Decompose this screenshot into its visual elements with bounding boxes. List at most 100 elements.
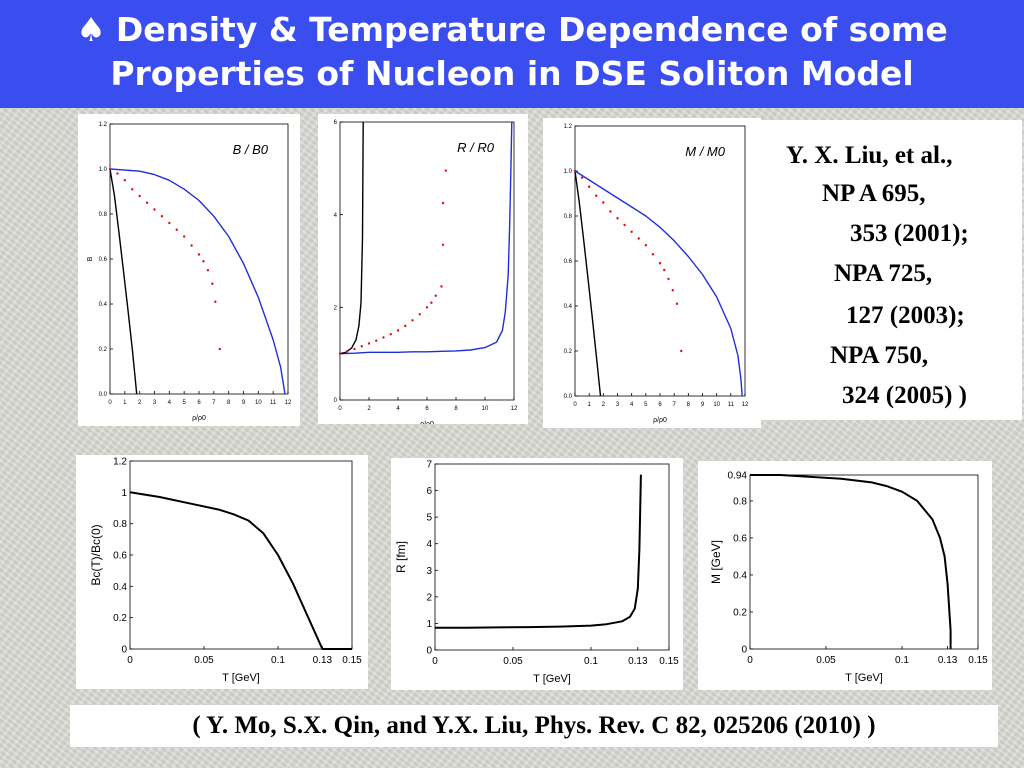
y-tick-label: 1.2 xyxy=(564,124,573,130)
plot-panel-m-temperature: 0 0.05 0.1 0.13 0.15 0 0.2 0.4 0.6 0.8 0.94 T [GeV]… xyxy=(698,461,992,690)
y-tick-label: 0.8 xyxy=(113,519,127,530)
y-tick-label: 7 xyxy=(426,460,432,471)
y-tick-label: 0 xyxy=(334,398,338,404)
x-tick-label: 7 xyxy=(672,402,676,408)
data-point-red xyxy=(404,324,407,328)
x-tick-label: 0 xyxy=(127,655,133,666)
x-tick-label: 8 xyxy=(227,400,231,406)
data-point-red xyxy=(675,302,679,305)
reference-line: NPA 750, xyxy=(830,342,929,369)
x-tick-label: 0.15 xyxy=(968,655,988,666)
citation-box: ( Y. Mo, S.X. Qin, and Y.X. Liu, Phys. R… xyxy=(70,705,998,747)
y-tick-label: 0.0 xyxy=(564,394,573,400)
data-point-red xyxy=(197,253,201,256)
x-tick-label: 0.1 xyxy=(895,655,909,666)
data-point-red xyxy=(389,333,392,336)
x-tick-label: 10 xyxy=(255,400,262,406)
title-line-2: Properties of Nucleon in DSE Soliton Mod… xyxy=(110,54,914,93)
x-tick-label: 8 xyxy=(454,406,458,412)
data-point-red xyxy=(623,223,626,227)
x-tick-label: 5 xyxy=(182,400,186,406)
data-point-red xyxy=(160,215,164,218)
data-point-red xyxy=(644,244,648,247)
x-axis-label: T [GeV] xyxy=(533,673,571,685)
series-line-blue xyxy=(339,121,513,355)
x-tick-label: 4 xyxy=(396,406,400,412)
data-point-red xyxy=(138,194,141,198)
data-point-red xyxy=(425,306,429,309)
x-tick-label: 11 xyxy=(728,402,735,408)
data-point-red xyxy=(441,201,445,205)
x-axis-label: T [GeV] xyxy=(222,672,260,684)
x-tick-label: 1 xyxy=(123,400,127,406)
x-tick-label: 12 xyxy=(742,402,749,408)
plot-frame xyxy=(339,121,515,401)
y-tick-label: 0.94 xyxy=(728,471,748,482)
y-tick-label: 1.0 xyxy=(99,167,108,173)
y-tick-label: 1.0 xyxy=(564,169,573,175)
title-line-1: ♠ Density & Temperature Dependence of som… xyxy=(0,8,1024,52)
data-point-red xyxy=(375,339,378,342)
x-tick-label: 2 xyxy=(138,400,142,406)
data-point-red xyxy=(658,262,662,265)
data-point-red xyxy=(440,285,443,288)
x-tick-label: 9 xyxy=(242,400,246,406)
y-tick-label: 0.2 xyxy=(564,349,573,355)
y-tick-label: 1 xyxy=(426,619,432,630)
data-point-red xyxy=(190,244,193,247)
reference-line: 324 (2005) ) xyxy=(842,382,967,409)
data-point-red xyxy=(123,179,127,182)
x-tick-label: 9 xyxy=(701,402,705,408)
y-tick-label: 4 xyxy=(426,539,432,550)
y-tick-label: 0.6 xyxy=(564,259,573,265)
chart-annotation: R / R0 xyxy=(457,140,495,155)
chart-b-density: 0 1 2 3 4 5 6 7 8 9 10 11 120.00.20.40.60.81.01.2ρ/ρ… xyxy=(87,122,292,422)
plot-panel-b-density: 0 1 2 3 4 5 6 7 8 9 10 11 12 0.0 0.2 0.4 0.6 0.8 1.0 1.2 ρ/ρ… xyxy=(78,114,300,426)
x-tick-label: 0 xyxy=(747,655,753,666)
y-axis-label: B xyxy=(87,256,94,261)
x-tick-label: 3 xyxy=(153,400,157,406)
series-line-blue xyxy=(574,170,743,397)
y-tick-label: 2 xyxy=(426,592,432,603)
data-point-red xyxy=(441,243,445,246)
data-point-red xyxy=(153,208,156,211)
chart-annotation: B / B0 xyxy=(233,142,269,157)
y-tick-label: 0.4 xyxy=(99,302,108,308)
x-axis-label: ρ/ρ0 xyxy=(192,415,206,422)
y-tick-label: 0 xyxy=(426,646,432,657)
x-tick-label: 1 xyxy=(587,402,591,408)
y-tick-label: 0.4 xyxy=(113,582,127,593)
y-axis-label: R [fm] xyxy=(394,541,408,573)
chart-r-density: 0 2 4 6 8 10 12 0 2 4 6 ρ/ρ0 R / R0 xyxy=(334,120,518,424)
plot-panel-r-temperature: 0 0.05 0.1 0.13 0.15 0 1 2 3 4 5 6 7 T [GeV] R [fm] xyxy=(391,458,683,690)
y-tick-label: 0.2 xyxy=(99,347,108,353)
y-tick-label: 0.8 xyxy=(564,214,573,220)
data-point-red xyxy=(411,319,414,322)
data-point-red xyxy=(116,172,119,175)
x-tick-label: 0.15 xyxy=(342,655,362,666)
plot-frame xyxy=(434,463,670,651)
plot-panel-bc-temperature: 0 0.05 0.1 0.13 0.15 0 0.2 0.4 0.6 0.8 1 1.2 T [GeV]… xyxy=(76,455,368,689)
reference-line: 353 (2001); xyxy=(850,220,969,247)
y-tick-label: 4 xyxy=(334,213,338,219)
x-tick-label: 0.05 xyxy=(194,655,214,666)
x-tick-label: 6 xyxy=(658,402,662,408)
y-tick-label: 0.8 xyxy=(733,496,747,507)
reference-line: NP A 695, xyxy=(822,180,926,207)
x-tick-label: 0.1 xyxy=(584,656,598,667)
reference-line: NPA 725, xyxy=(834,260,933,287)
data-point-red xyxy=(595,194,598,197)
data-point-red xyxy=(663,268,666,272)
data-point-red xyxy=(616,217,619,220)
y-tick-label: 5 xyxy=(426,513,432,524)
x-tick-label: 0.05 xyxy=(503,656,523,667)
data-point-red xyxy=(602,201,605,204)
data-point-red xyxy=(609,210,612,213)
data-point-red xyxy=(211,282,214,285)
data-point-red xyxy=(145,201,149,204)
x-axis-label: ρ/ρ0 xyxy=(420,421,434,424)
y-tick-label: 0 xyxy=(741,645,747,656)
x-tick-label: 4 xyxy=(630,402,634,408)
x-tick-label: 0.13 xyxy=(313,655,333,666)
data-point-red xyxy=(667,277,670,281)
